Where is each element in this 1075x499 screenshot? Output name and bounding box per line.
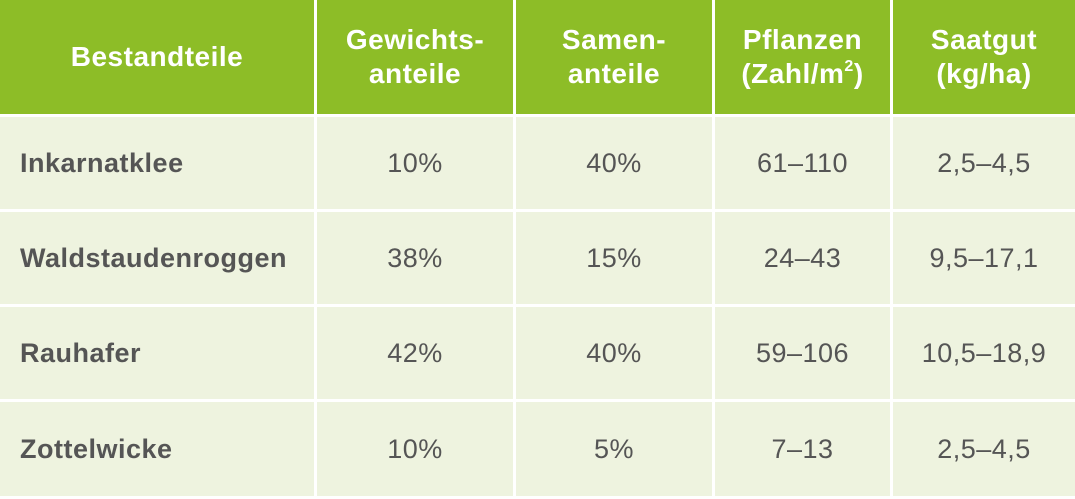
table-cell-seedkg: 2,5–4,5 (893, 402, 1075, 499)
header-saatgut-line1: Saatgut (930, 24, 1038, 55)
table-cell-seedkg: 10,5–18,9 (893, 307, 1075, 402)
header-samenanteile: Samen- anteile (516, 0, 715, 117)
table-cell-seed: 40% (516, 117, 715, 212)
header-pflanzen-line2: (Zahl/m2) (741, 57, 863, 91)
table-row-name: Zottelwicke (0, 402, 317, 499)
header-pflanzen-unit-suffix: ) (853, 58, 864, 89)
header-pflanzen-line1: Pflanzen (742, 24, 863, 55)
table-cell-seedkg: 2,5–4,5 (893, 117, 1075, 212)
header-saatgut-line2: (kg/ha) (936, 58, 1032, 89)
header-pflanzen-unit-sup: 2 (844, 58, 854, 75)
header-gewichtsanteile-line1: Gewichts- (345, 24, 485, 55)
table-cell-seed: 5% (516, 402, 715, 499)
table-cell-plants: 59–106 (715, 307, 893, 402)
table-cell-seedkg: 9,5–17,1 (893, 212, 1075, 307)
header-gewichtsanteile-line2: anteile (368, 58, 462, 89)
header-samenanteile-line2: anteile (567, 58, 661, 89)
table-cell-seed: 40% (516, 307, 715, 402)
header-bestandteile-label: Bestandteile (70, 41, 244, 72)
header-saatgut: Saatgut (kg/ha) (893, 0, 1075, 117)
table-row-name: Waldstaudenroggen (0, 212, 317, 307)
header-samenanteile-line1: Samen- (561, 24, 667, 55)
table-cell-seed: 15% (516, 212, 715, 307)
table-cell-weight: 42% (317, 307, 516, 402)
table-cell-weight: 10% (317, 402, 516, 499)
table-cell-plants: 61–110 (715, 117, 893, 212)
table-row-name: Rauhafer (0, 307, 317, 402)
header-pflanzen-unit-prefix: (Zahl/m (741, 58, 845, 89)
table-cell-plants: 24–43 (715, 212, 893, 307)
table-cell-weight: 10% (317, 117, 516, 212)
header-bestandteile: Bestandteile (0, 0, 317, 117)
table-cell-plants: 7–13 (715, 402, 893, 499)
header-gewichtsanteile: Gewichts- anteile (317, 0, 516, 117)
table-row-name: Inkarnatklee (0, 117, 317, 212)
table-cell-weight: 38% (317, 212, 516, 307)
header-pflanzen: Pflanzen (Zahl/m2) (715, 0, 893, 117)
